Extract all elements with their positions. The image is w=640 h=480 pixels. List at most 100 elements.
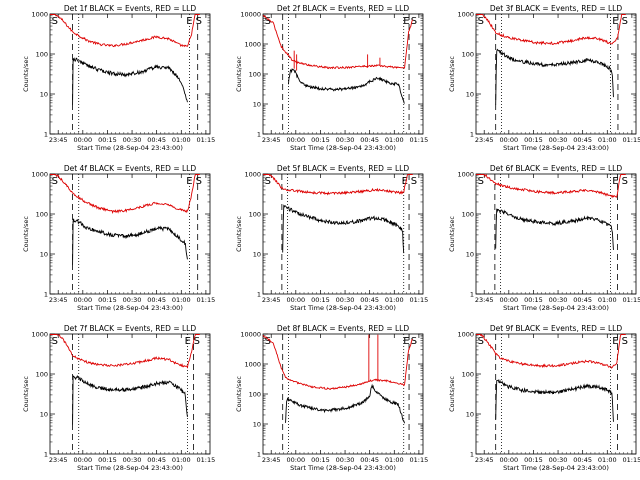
y-tick-label: 100: [249, 211, 261, 219]
y-tick-label: 10000: [240, 331, 261, 339]
marker-E: E: [403, 16, 409, 27]
x-tick-label: 00:30: [336, 456, 355, 464]
x-tick-label: 23:45: [262, 296, 281, 304]
x-axis-label: Start Time (28-Sep-04 23:43:00): [77, 304, 183, 312]
events-series-line: [72, 57, 188, 105]
x-tick-label: 00:30: [336, 136, 355, 144]
x-tick-label: 00:30: [123, 136, 142, 144]
marker-S: S: [265, 336, 271, 347]
events-series-line: [72, 374, 188, 425]
marker-E: E: [185, 336, 191, 347]
plot-frame: [49, 333, 211, 455]
chart-panel-det1f: Det 1f BLACK = Events, RED = LLD 1 10 100 10…: [22, 4, 215, 152]
x-tick-label: 01:00: [385, 456, 404, 464]
panel-title: Det 2f BLACK = Events, RED = LLD: [277, 4, 410, 13]
y-tick-label: 1: [470, 291, 474, 299]
lld-series-line: [50, 173, 200, 215]
chart-panel-det9f: Det 9f BLACK = Events, RED = LLD 1 10 100 10…: [448, 324, 640, 472]
x-tick-label: 01:00: [598, 456, 617, 464]
x-axis-label: Start Time (28-Sep-04 23:43:00): [503, 144, 609, 152]
marker-E: E: [186, 16, 192, 27]
x-tick-label: 00:15: [98, 296, 117, 304]
y-axis-label: Counts/sec: [235, 216, 243, 252]
y-tick-label: 10: [253, 101, 261, 109]
events-series-line: [285, 383, 405, 424]
panel-title: Det 1f BLACK = Events, RED = LLD: [64, 4, 197, 13]
marker-E: E: [612, 16, 618, 27]
x-tick-label: 01:00: [172, 456, 191, 464]
y-axis-label: Counts/sec: [448, 56, 456, 92]
x-tick-label: 00:45: [360, 296, 379, 304]
plot-frame: [475, 173, 637, 295]
x-tick-label: 00:15: [311, 296, 330, 304]
x-tick-label: 01:00: [598, 296, 617, 304]
y-tick-label: 100: [36, 211, 48, 219]
events-series-line: [495, 48, 614, 105]
marker-S: S: [52, 336, 58, 347]
x-tick-label: 00:00: [73, 296, 92, 304]
y-tick-label: 100: [462, 371, 474, 379]
x-tick-label: 00:45: [360, 456, 379, 464]
x-tick-label: 00:45: [147, 456, 166, 464]
x-tick-label: 00:45: [360, 136, 379, 144]
y-tick-label: 10: [466, 251, 474, 259]
x-tick-label: 00:00: [286, 296, 305, 304]
y-tick-label: 100: [462, 211, 474, 219]
chart-panel-det8f: Det 8f BLACK = Events, RED = LLD 1 10 100 10…: [235, 324, 428, 472]
marker-E: E: [402, 176, 408, 187]
events-series-line: [72, 218, 188, 265]
panel-title: Det 8f BLACK = Events, RED = LLD: [277, 324, 410, 333]
x-tick-label: 01:00: [172, 136, 191, 144]
lld-series-line: [476, 14, 626, 46]
x-tick-label: 00:15: [524, 136, 543, 144]
lld-series-line: [50, 14, 200, 48]
y-tick-label: 10: [466, 411, 474, 419]
x-tick-label: 23:45: [262, 136, 281, 144]
y-axis-label: Counts/sec: [235, 56, 243, 92]
x-tick-label: 00:00: [499, 136, 518, 144]
x-tick-label: 00:30: [336, 296, 355, 304]
x-axis-label: Start Time (28-Sep-04 23:43:00): [290, 144, 396, 152]
marker-S: S: [196, 16, 202, 27]
panel-title: Det 7f BLACK = Events, RED = LLD: [64, 324, 197, 333]
x-tick-label: 00:15: [524, 296, 543, 304]
x-tick-label: 23:45: [475, 456, 494, 464]
y-tick-label: 1: [44, 291, 48, 299]
x-tick-label: 00:45: [147, 296, 166, 304]
y-axis-label: Counts/sec: [235, 376, 243, 412]
marker-S: S: [194, 336, 200, 347]
panel-title: Det 3f BLACK = Events, RED = LLD: [490, 4, 623, 13]
x-tick-label: 01:00: [598, 136, 617, 144]
x-tick-label: 00:30: [549, 456, 568, 464]
events-series-line: [287, 68, 405, 104]
x-tick-label: 00:45: [573, 456, 592, 464]
y-axis-label: Counts/sec: [22, 216, 30, 252]
plot-frame: [475, 13, 637, 135]
plot-frame: [262, 333, 424, 455]
x-axis-label: Start Time (28-Sep-04 23:43:00): [290, 464, 396, 472]
x-tick-label: 23:45: [49, 296, 68, 304]
marker-S: S: [478, 16, 484, 27]
events-series-line: [495, 379, 614, 422]
x-tick-label: 01:00: [385, 296, 404, 304]
x-axis-label: Start Time (28-Sep-04 23:43:00): [290, 304, 396, 312]
chart-panel-det5f: Det 5f BLACK = Events, RED = LLD 1 10 100 10…: [235, 164, 428, 312]
panel-title: Det 4f BLACK = Events, RED = LLD: [64, 164, 197, 173]
marker-E: E: [612, 176, 618, 187]
x-axis-label: Start Time (28-Sep-04 23:43:00): [503, 304, 609, 312]
x-tick-label: 23:45: [475, 296, 494, 304]
x-tick-label: 00:15: [98, 456, 117, 464]
panel-title: Det 5f BLACK = Events, RED = LLD: [277, 164, 410, 173]
events-series-line: [282, 204, 405, 254]
x-tick-label: 00:00: [73, 456, 92, 464]
x-tick-label: 00:30: [123, 456, 142, 464]
y-tick-label: 10: [40, 251, 48, 259]
x-tick-label: 00:15: [311, 136, 330, 144]
x-tick-label: 01:15: [623, 296, 640, 304]
x-tick-label: 01:15: [410, 456, 429, 464]
lld-series-line: [50, 334, 200, 369]
x-tick-label: 01:00: [385, 136, 404, 144]
x-axis-label: Start Time (28-Sep-04 23:43:00): [503, 464, 609, 472]
x-tick-label: 00:30: [549, 136, 568, 144]
